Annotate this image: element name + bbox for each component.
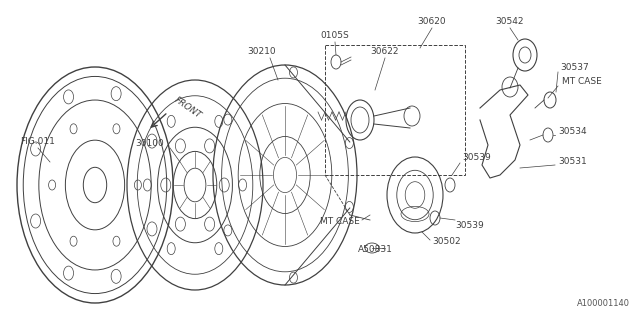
Text: FIG.011: FIG.011 xyxy=(20,138,56,147)
Text: 30542: 30542 xyxy=(496,18,524,27)
Text: 30100: 30100 xyxy=(136,139,164,148)
Text: 30210: 30210 xyxy=(248,47,276,57)
Text: A50831: A50831 xyxy=(358,245,393,254)
Text: 30539: 30539 xyxy=(462,154,491,163)
Text: MT CASE: MT CASE xyxy=(562,77,602,86)
Text: 0105S: 0105S xyxy=(321,31,349,41)
Text: MT CASE: MT CASE xyxy=(320,218,360,227)
Text: 30620: 30620 xyxy=(418,18,446,27)
Text: 30622: 30622 xyxy=(371,47,399,57)
Bar xyxy=(325,45,465,175)
Text: 30502: 30502 xyxy=(432,237,461,246)
Text: 30534: 30534 xyxy=(558,127,587,137)
Text: A100001140: A100001140 xyxy=(577,299,630,308)
Text: FRONT: FRONT xyxy=(173,95,204,121)
Text: 30539: 30539 xyxy=(455,220,484,229)
Text: 30537: 30537 xyxy=(560,63,589,73)
Text: 30531: 30531 xyxy=(558,157,587,166)
